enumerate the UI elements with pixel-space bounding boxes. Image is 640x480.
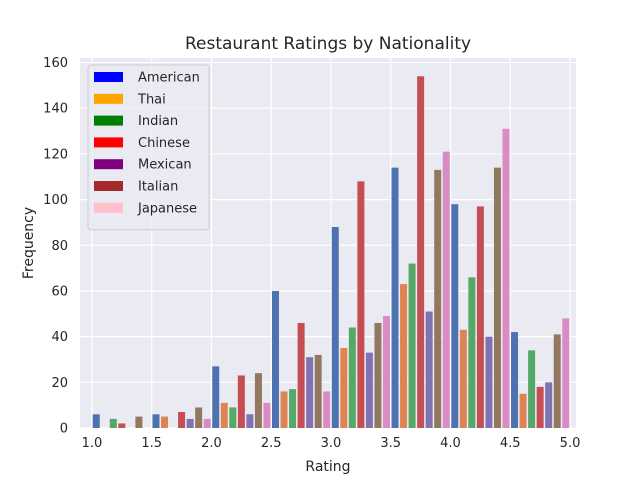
bar-thai-bin-3 [280, 391, 288, 428]
bar-indian-bin-2 [229, 407, 237, 428]
legend-swatch-mexican [94, 159, 123, 170]
legend-label-japanese: Japanese [137, 201, 197, 216]
bar-japanese-bin-7 [562, 318, 570, 428]
bar-indian-bin-6 [468, 277, 476, 428]
legend-swatch-italian [94, 181, 123, 191]
bar-american-bin-7 [511, 332, 519, 428]
y-tick-label: 140 [43, 102, 68, 117]
bar-american-bin-3 [271, 290, 279, 428]
y-axis-label: Frequency [21, 207, 37, 279]
x-tick-label: 3.0 [321, 436, 342, 451]
bar-mexican-bin-6 [485, 336, 493, 428]
bar-italian-bin-4 [374, 322, 382, 428]
x-tick-label: 1.5 [141, 436, 162, 451]
x-axis-label: Rating [305, 459, 350, 475]
gridlines [80, 58, 576, 429]
bar-chinese-bin-6 [476, 206, 484, 428]
bar-japanese-bin-6 [502, 128, 510, 428]
x-tick-label: 2.0 [201, 436, 222, 451]
bar-thai-bin-2 [220, 402, 228, 428]
bar-japanese-bin-3 [323, 391, 331, 428]
bar-mexican-bin-7 [545, 382, 553, 428]
bar-american-bin-2 [212, 366, 220, 428]
bar-japanese-bin-1 [203, 418, 211, 428]
bar-american-bin-6 [451, 204, 459, 428]
y-tick-label: 80 [51, 239, 68, 254]
bar-italian-bin-3 [314, 354, 322, 428]
legend-swatch-japanese [94, 202, 123, 213]
bars [92, 76, 570, 428]
bar-mexican-bin-4 [365, 352, 373, 428]
bar-italian-bin-0 [135, 416, 143, 428]
bar-indian-bin-4 [348, 327, 356, 428]
y-tick-label: 100 [43, 193, 68, 208]
x-axis-ticks: 1.0 1.5 2.0 2.5 3.0 3.5 4.0 4.5 5.0 [82, 436, 581, 451]
chart-title: Restaurant Ratings by Nationality [185, 34, 471, 54]
legend: American Thai Indian Chinese Mexican Italian J… [87, 64, 210, 231]
y-tick-label: 0 [60, 422, 68, 437]
bar-chinese-bin-2 [237, 375, 245, 428]
bar-italian-bin-7 [553, 334, 561, 428]
bar-italian-bin-6 [493, 167, 501, 428]
bar-mexican-bin-1 [186, 418, 194, 428]
bar-american-bin-0 [92, 414, 100, 428]
bar-thai-bin-5 [400, 284, 408, 428]
bar-chinese-bin-4 [357, 181, 365, 428]
y-axis-ticks: 0 20 40 60 80 100 120 140 160 [43, 56, 68, 436]
x-tick-label: 1.0 [82, 436, 103, 451]
bar-italian-bin-2 [254, 373, 262, 428]
bar-american-bin-5 [391, 167, 399, 428]
bar-thai-bin-1 [161, 416, 169, 428]
legend-label-thai: Thai [137, 92, 166, 107]
bar-japanese-bin-2 [263, 402, 271, 428]
legend-swatch-american [94, 72, 123, 82]
bar-american-bin-1 [152, 414, 160, 428]
bar-indian-bin-5 [408, 263, 416, 428]
bar-indian-bin-3 [289, 389, 297, 428]
x-tick-label: 2.5 [261, 436, 282, 451]
legend-label-mexican: Mexican [138, 158, 192, 173]
bar-chinese-bin-5 [417, 76, 425, 428]
bar-indian-bin-0 [109, 418, 117, 428]
bar-italian-bin-1 [195, 407, 203, 428]
bar-mexican-bin-5 [425, 311, 433, 428]
bar-mexican-bin-2 [246, 414, 254, 428]
bar-thai-bin-7 [519, 393, 527, 428]
legend-swatch-thai [94, 93, 123, 104]
bar-japanese-bin-4 [382, 316, 390, 428]
legend-label-chinese: Chinese [138, 136, 190, 151]
bar-indian-bin-7 [528, 350, 536, 428]
legend-label-american: American [138, 71, 200, 86]
legend-label-indian: Indian [138, 114, 178, 129]
y-tick-label: 160 [43, 56, 68, 71]
x-tick-label: 5.0 [560, 436, 581, 451]
bar-chinese-bin-3 [297, 322, 305, 428]
x-tick-label: 3.5 [380, 436, 401, 451]
x-tick-label: 4.5 [500, 436, 521, 451]
bar-thai-bin-6 [459, 329, 467, 428]
bar-chinese-bin-1 [178, 412, 186, 428]
bar-japanese-bin-5 [442, 151, 450, 428]
y-tick-label: 120 [43, 147, 68, 162]
legend-swatch-chinese [94, 137, 123, 148]
bar-chinese-bin-7 [536, 386, 544, 428]
x-tick-label: 4.0 [440, 436, 461, 451]
y-tick-label: 20 [51, 376, 68, 391]
bar-american-bin-4 [331, 227, 339, 428]
bar-italian-bin-5 [434, 169, 442, 428]
y-tick-label: 40 [51, 330, 68, 345]
legend-swatch-indian [94, 115, 123, 126]
legend-label-italian: Italian [138, 180, 178, 195]
bar-mexican-bin-3 [306, 357, 314, 428]
y-tick-label: 60 [51, 284, 68, 299]
bar-thai-bin-4 [340, 348, 348, 428]
bar-chinese-bin-0 [118, 423, 126, 428]
